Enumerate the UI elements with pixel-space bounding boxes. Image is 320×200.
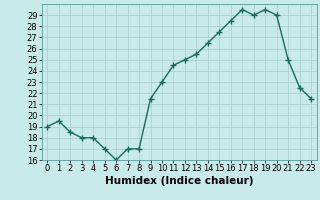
X-axis label: Humidex (Indice chaleur): Humidex (Indice chaleur)	[105, 176, 253, 186]
